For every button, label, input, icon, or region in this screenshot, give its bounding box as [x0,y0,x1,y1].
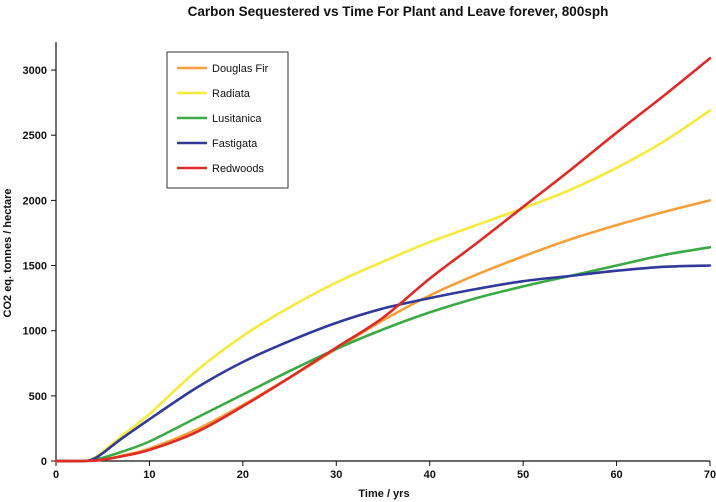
x-tick-label: 70 [704,469,716,481]
legend-label-redwoods: Redwoods [212,163,264,175]
series-line-fastigata [54,264,712,463]
legend: Douglas Fir Radiata Lusitanica Fastigata Red… [166,51,289,189]
y-tick-label: 0 [41,456,47,468]
legend-box [166,51,289,189]
legend-label-fastigata: Fastigata [212,138,258,150]
chart-axes: 0 500 1000 1500 2000 2500 3000 0 10 20 30 40 50 60 70 [23,42,716,481]
x-tick-label: 40 [424,469,436,481]
chart-title: Carbon Sequestered vs Time For Plant and… [187,4,609,19]
legend-label-radiata: Radiata [212,88,251,100]
series-line-redwoods [54,57,712,463]
y-tick-label: 1000 [23,326,47,338]
legend-label-lusitanica: Lusitanica [212,113,262,125]
y-axis-title: CO2 eq. tonnes / hectare [2,189,14,318]
series-line-lusitanica [54,246,712,463]
x-tick-label: 10 [143,469,155,481]
x-axis-title: Time / yrs [358,488,409,500]
x-tick-label: 50 [517,469,529,481]
x-tick-label: 30 [330,469,342,481]
legend-label-douglas-fir: Douglas Fir [212,63,269,75]
x-tick-label: 60 [610,469,622,481]
y-tick-label: 3000 [23,65,47,77]
x-tick-label: 0 [53,469,59,481]
series-line-radiata [54,109,712,463]
series-layer [54,57,712,463]
y-tick-label: 2000 [23,195,47,207]
y-tick-label: 500 [29,391,47,403]
y-tick-label: 1500 [23,261,47,273]
x-tick-label: 20 [237,469,249,481]
y-tick-label: 2500 [23,130,47,142]
